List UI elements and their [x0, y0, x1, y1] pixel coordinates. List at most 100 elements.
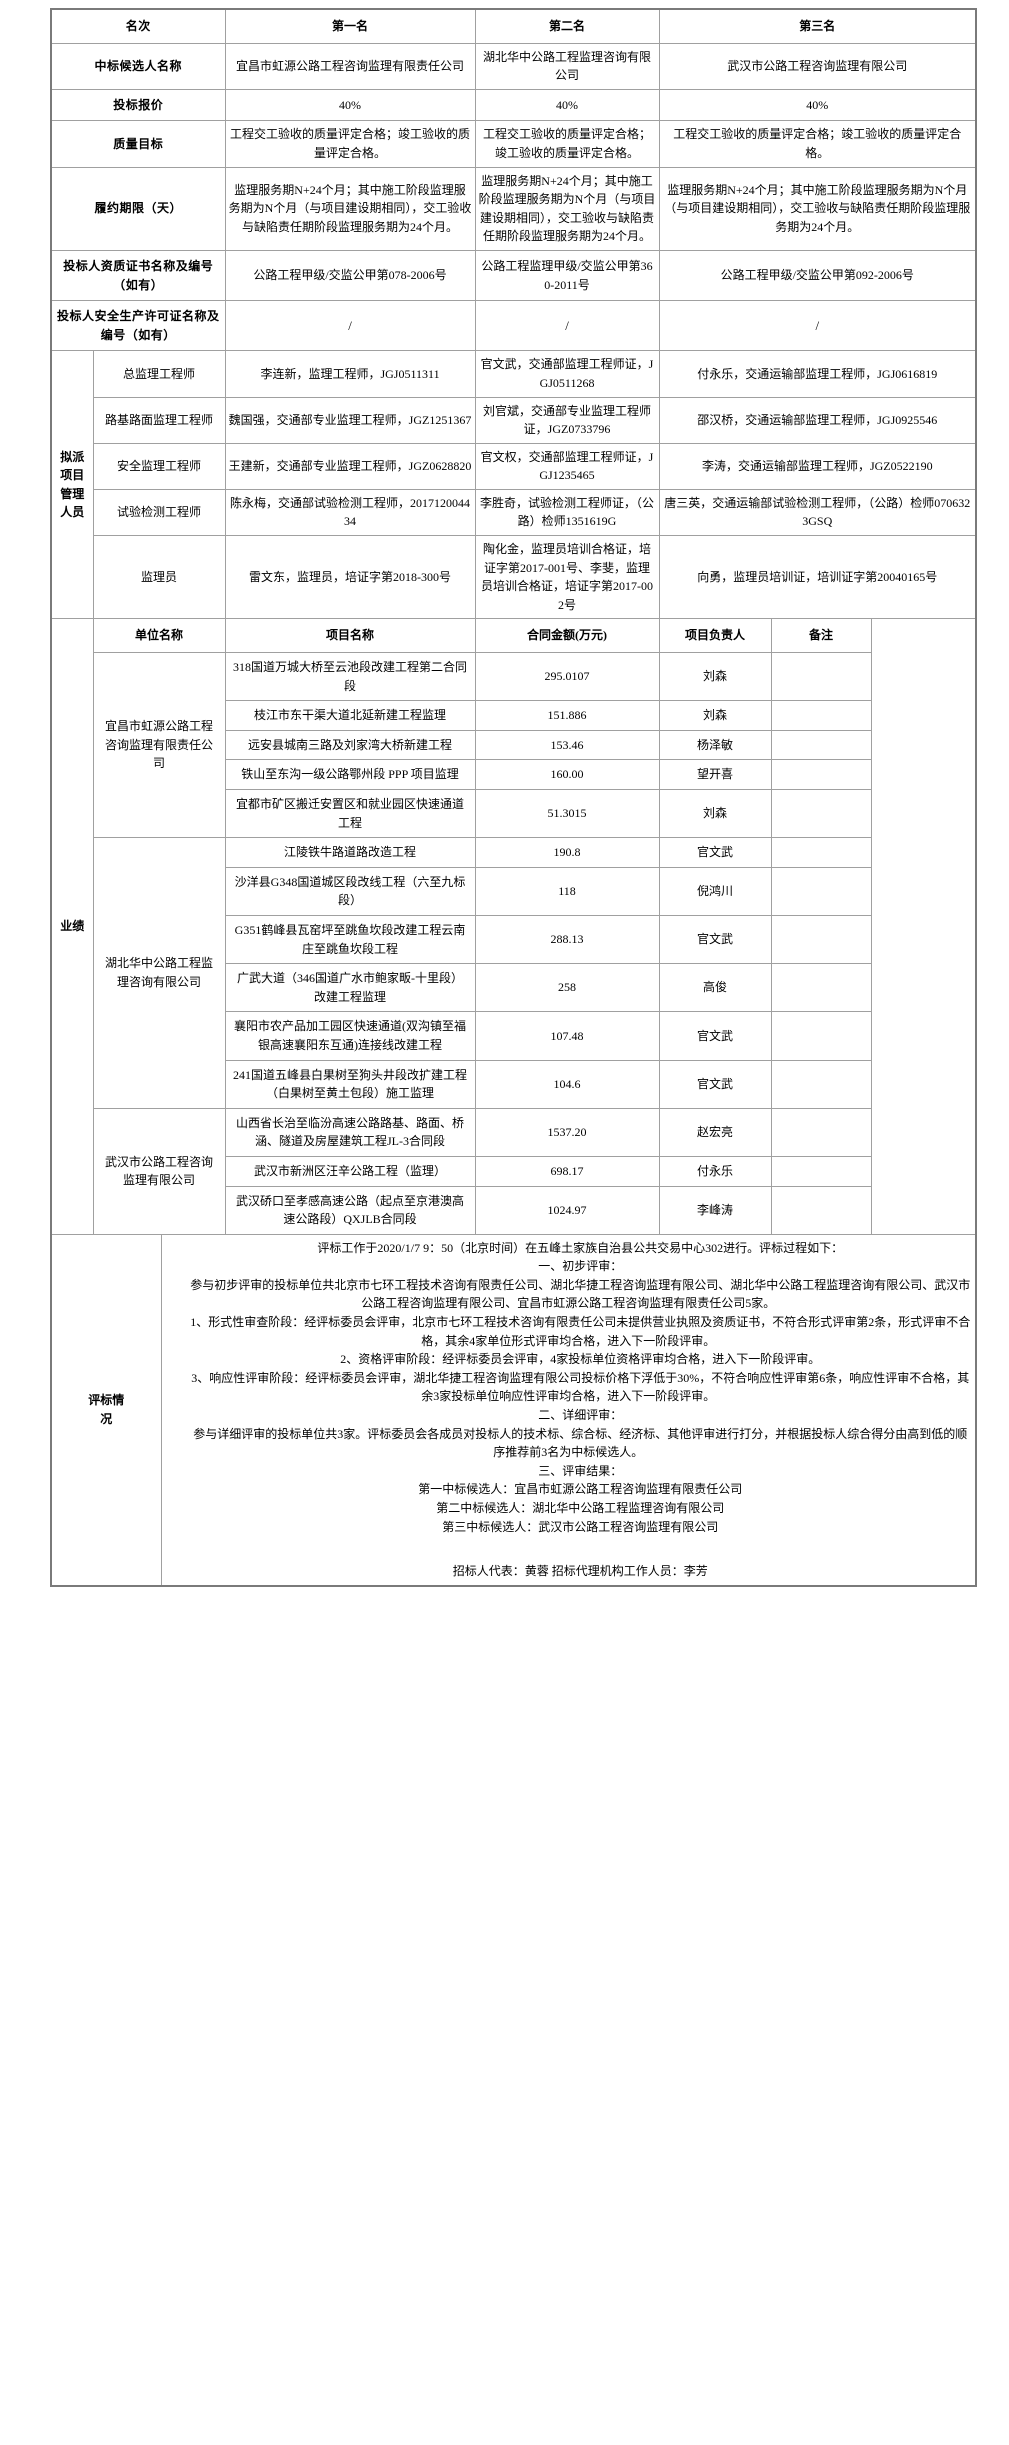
performance-project-amount: 104.6: [474, 1059, 660, 1109]
performance-col-project: 项目名称: [224, 618, 476, 654]
performance-project-manager: 刘森: [658, 652, 772, 702]
performance-project-manager: 官文武: [658, 1059, 772, 1109]
performance-project-amount: 1537.20: [474, 1107, 660, 1157]
row-label-safety-license: 投标人安全生产许可证名称及编号（如有）: [50, 300, 226, 352]
row-label-candidate-name: 中标候选人名称: [50, 42, 226, 90]
performance-project-manager: 望开喜: [658, 759, 772, 790]
performance-project-name: 枝江市东干渠大道北延新建工程监理: [224, 700, 476, 731]
table-row-performance-project: 武汉市新洲区汪辛公路工程（监理） 698.17 付永乐: [51, 1155, 976, 1187]
performance-project-manager: 高俊: [658, 963, 772, 1013]
evaluation-paragraph: 参与初步评审的投标单位共北京市七环工程技术咨询有限责任公司、湖北华捷工程咨询监理…: [190, 1277, 971, 1311]
personnel-candidate-1-2: 王建新，交通部专业监理工程师，JGZ0628820: [224, 442, 476, 490]
performance-project-name: G351鹤峰县瓦窑坪至跳鱼坎段改建工程云南庄至跳鱼坎段工程: [224, 914, 476, 965]
performance-project-name: 远安县城南三路及刘家湾大桥新建工程: [224, 729, 476, 761]
performance-period-candidate-3: 监理服务期N+24个月；其中施工阶段监理服务期为N个月（与项目建设期相同），交工…: [658, 166, 977, 251]
evaluation-paragraph: 第一中标候选人：宜昌市虹源公路工程咨询监理有限责任公司: [418, 1482, 743, 1497]
performance-col-amount: 合同金额(万元): [474, 618, 660, 654]
performance-project-remark: [770, 866, 872, 916]
performance-project-name: 襄阳市农产品加工园区快速通道(双沟镇至福银高速襄阳东互通)连接线改建工程: [224, 1011, 476, 1061]
evaluation-paragraph: 2、资格评审阶段：经评标委员会评审，4家投标单位资格评审均合格，进入下一阶段评审…: [340, 1352, 821, 1367]
performance-project-remark: [770, 759, 872, 790]
table-row-qualification-certificate: 投标人资质证书名称及编号（如有） 公路工程甲级/交监公甲第078-2006号 公路工…: [50, 249, 977, 302]
table-row-rank-header: 名次 第一名 第二名 第三名: [50, 8, 977, 44]
safety-license-candidate-3: /: [658, 300, 977, 352]
quality-target-candidate-2: 工程交工验收的质量评定合格；竣工验收的质量评定合格。: [474, 120, 660, 168]
performance-project-remark: [770, 652, 872, 702]
table-row-performance-project: 武汉市公路工程咨询监理有限公司 山西省长治至临汾高速公路路基、路面、桥涵、隧道及房…: [51, 1107, 976, 1235]
rank-header-3: 第三名: [658, 8, 977, 44]
performance-project-manager: 刘森: [658, 788, 772, 839]
performance-project-manager: 倪鸿川: [658, 866, 772, 916]
performance-project-remark: [770, 1107, 872, 1157]
evaluation-paragraph: 3、响应性评审阶段：经评标委员会评审，湖北华捷工程咨询监理有限公司投标价格下浮低…: [191, 1370, 970, 1404]
qualification-certificate-candidate-3: 公路工程甲级/交监公甲第092-2006号: [658, 249, 977, 302]
performance-project-manager: 李峰涛: [658, 1185, 772, 1235]
personnel-candidate-3-0: 付永乐，交通运输部监理工程师，JGJ0616819: [658, 350, 977, 398]
performance-project-amount: 151.886: [474, 700, 660, 731]
row-label-personnel: 拟派 项目 管理 人员: [50, 350, 94, 620]
performance-col-remark: 备注: [770, 618, 872, 654]
performance-project-amount: 118: [474, 866, 660, 916]
personnel-candidate-2-0: 官文武，交通部监理工程师证，JGJ0511268: [474, 350, 660, 398]
personnel-candidate-1-1: 魏国强，交通部专业监理工程师，JGZ1251367: [224, 396, 476, 444]
performance-project-amount: 190.8: [474, 837, 660, 868]
performance-company-text: 宜昌市虹源公路工程咨询监理有限责任公司: [105, 719, 214, 771]
row-label-quality-target: 质量目标: [50, 120, 226, 168]
performance-project-amount: 288.13: [474, 914, 660, 965]
performance-project-remark: [770, 1011, 872, 1061]
performance-project-manager: 杨泽敏: [658, 729, 772, 761]
table-row-performance-project: 宜都市矿区搬迁安置区和就业园区快速通道工程 51.3015 刘森: [51, 788, 976, 839]
performance-period-candidate-1: 监理服务期N+24个月；其中施工阶段监理服务期为N个月（与项目建设期相同），交工…: [224, 166, 476, 251]
personnel-role-label-3: 试验检测工程师: [92, 488, 226, 537]
bid-price-candidate-1: 40%: [224, 88, 476, 122]
performance-project-remark: [770, 963, 872, 1013]
evaluation-paragraph: 第二中标候选人：湖北华中公路工程监理咨询有限公司: [436, 1501, 725, 1515]
performance-project-name: 沙洋县G348国道城区段改线工程（六至九标段）: [224, 866, 476, 916]
table-row-performance-header: 业绩 单位名称 项目名称 合同金额(万元) 项目负责人 备注: [50, 618, 976, 1235]
table-row-performance-project: 沙洋县G348国道城区段改线工程（六至九标段） 118 倪鸿川: [51, 866, 976, 916]
table-row-evaluation: 评标情况 评标工作于2020/1/7 9：50（北京时间）在五峰土家族自治县公共交…: [50, 1233, 977, 1587]
row-label-performance: 业绩: [50, 618, 94, 1235]
personnel-role-label-4: 监理员: [92, 535, 226, 620]
performance-period-candidate-2: 监理服务期N+24个月；其中施工阶段监理服务期为N个月（与项目建设期相同），交工…: [474, 166, 660, 251]
table-row-performance-project: 宜昌市虹源公路工程咨询监理有限责任公司 318国道万城大桥至云池段改建工程第二合同…: [51, 652, 976, 839]
personnel-role-label-1: 路基路面监理工程师: [92, 396, 226, 444]
qualification-certificate-candidate-1: 公路工程甲级/交监公甲第078-2006号: [224, 249, 476, 302]
performance-project-remark: [770, 788, 872, 839]
table-row-performance-period: 履约期限（天） 监理服务期N+24个月；其中施工阶段监理服务期为N个月（与项目建设…: [50, 166, 977, 251]
quality-target-candidate-1: 工程交工验收的质量评定合格；竣工验收的质量评定合格。: [224, 120, 476, 168]
evaluation-paragraph: 1、形式性审查阶段：经评标委员会评审，北京市七环工程技术咨询有限责任公司未提供营…: [190, 1315, 971, 1348]
personnel-candidate-2-2: 官文权，交通部监理工程师证，JGJ1235465: [474, 442, 660, 490]
row-label-rank: 名次: [50, 8, 226, 44]
evaluation-paragraph: 第三中标候选人：武汉市公路工程咨询监理有限公司: [442, 1519, 719, 1534]
table-row-personnel-0: 拟派 项目 管理 人员 总监理工程师 李连新，监理工程师，JGJ0511311 官文武，交通…: [50, 350, 977, 620]
performance-project-name: 武汉市新洲区汪辛公路工程（监理）: [224, 1155, 476, 1187]
evaluation-body: 评标工作于2020/1/7 9：50（北京时间）在五峰土家族自治县公共交易中心3…: [160, 1233, 977, 1587]
performance-project-manager: 官文武: [658, 914, 772, 965]
qualification-certificate-candidate-2: 公路工程监理甲级/交监公甲第360-2011号: [474, 249, 660, 302]
evaluation-paragraph: 评标工作于2020/1/7 9：50（北京时间）在五峰土家族自治县公共交易中心3…: [317, 1240, 844, 1255]
personnel-role-label-0: 总监理工程师: [92, 350, 226, 398]
performance-project-name: 武汉硚口至孝感高速公路（起点至京港澳高速公路段）QXJLB合同段: [224, 1185, 476, 1235]
table-row-performance-project: 铁山至东沟一级公路鄂州段 PPP 项目监理 160.00 望开喜: [51, 759, 976, 790]
bid-price-candidate-2: 40%: [474, 88, 660, 122]
candidate-name-candidate-2: 湖北华中公路工程监理咨询有限公司: [474, 42, 660, 90]
performance-project-amount: 698.17: [474, 1155, 660, 1187]
evaluation-paragraph: 三、评审结果：: [538, 1463, 623, 1478]
performance-project-name: 山西省长治至临汾高速公路路基、路面、桥涵、隧道及房屋建筑工程JL-3合同段: [224, 1107, 476, 1157]
quality-target-candidate-3: 工程交工验收的质量评定合格；竣工验收的质量评定合格。: [658, 120, 977, 168]
personnel-candidate-3-1: 邵汉桥，交通运输部监理工程师，JGJ0925546: [658, 396, 977, 444]
table-row-personnel-2: 安全监理工程师 王建新，交通部专业监理工程师，JGZ0628820 官文权，交通部监…: [51, 442, 977, 490]
performance-company-name: 宜昌市虹源公路工程咨询监理有限责任公司: [92, 652, 226, 839]
evaluation-paragraph: 二、详细评审：: [538, 1408, 623, 1423]
personnel-candidate-3-2: 李涛，交通运输部监理工程师，JGZ0522190: [658, 442, 977, 490]
performance-project-name: 241国道五峰县白果树至狗头井段改扩建工程（白果树至黄土包段）施工监理: [224, 1059, 476, 1109]
safety-license-candidate-1: /: [224, 300, 476, 352]
document-page: 名次 第一名 第二名 第三名 中标候选人名称宜昌市虹源公路工程咨询监理有限责任公司 湖北华…: [50, 8, 978, 1587]
table-row-performance-project: 远安县城南三路及刘家湾大桥新建工程 153.46 杨泽敏: [51, 729, 976, 761]
performance-project-amount: 153.46: [474, 729, 660, 761]
bid-price-candidate-3: 40%: [658, 88, 977, 122]
rank-header-2: 第二名: [474, 8, 660, 44]
table-row-bid-price: 投标报价 40% 40% 40%: [50, 88, 977, 122]
performance-project-manager: 官文武: [658, 837, 772, 868]
